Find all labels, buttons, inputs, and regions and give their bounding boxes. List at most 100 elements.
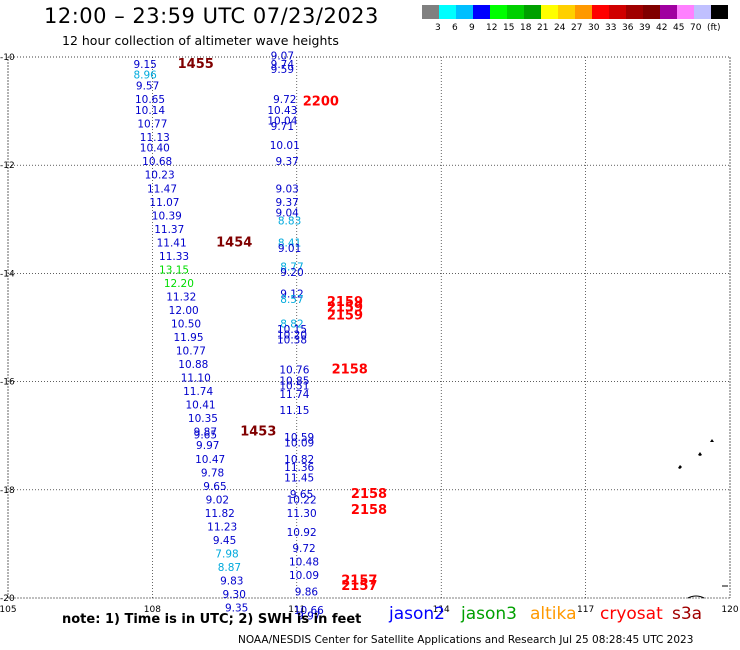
swh-value: 8.41 [278,237,301,249]
swh-value: 10.50 [171,319,201,331]
credit-line: NOAA/NESDIS Center for Satellite Applica… [238,634,694,646]
swh-value: 8.87 [218,562,241,574]
colorbar-swatch [626,5,643,19]
swh-value: 11.30 [287,508,317,520]
swh-value: 13.15 [159,264,189,276]
colorbar-label: 15 [503,23,515,33]
track-time-labels: 1455220014542159215921592158145321582158… [178,57,387,594]
swh-value: 9.35 [225,603,248,615]
swh-value: 9.72 [273,94,296,106]
colorbar-label: 27 [571,23,583,33]
swh-value: 11.23 [207,521,237,533]
swh-value: 10.92 [287,527,317,539]
colorbar-swatch [456,5,473,19]
colorbar-swatch [490,5,507,19]
swh-value: 10.38 [277,335,307,347]
swh-value: 9.65 [203,481,226,493]
colorbar-swatch [711,5,728,19]
swh-value: 10.77 [176,346,206,358]
colorbar-label: 36 [622,23,634,33]
swh-value: 9.71 [271,121,294,133]
swh-value: 9.20 [280,267,303,279]
map-grid [7,56,731,599]
colorbar-label: 39 [639,23,651,33]
colorbar-swatch [609,5,626,19]
swh-value: 10.76 [279,364,309,376]
track-time-label: 2157 [341,579,377,594]
swh-value: 9.07 [271,51,294,63]
swh-value: 9.97 [196,440,219,452]
swh-value: 12.00 [169,305,199,317]
colorbar-label: 6 [452,23,458,33]
swh-value: 10.82 [284,454,314,466]
swh-value: 11.45 [284,473,314,485]
island-outline [678,465,682,469]
swh-value: 11.10 [181,373,211,385]
colorbar-label: 42 [656,23,668,33]
legend-jason2: jason2 [389,604,445,624]
swh-value: 9.78 [201,467,224,479]
x-tick-label: 105 [0,605,17,615]
swh-value: 9.03 [275,183,298,195]
swh-value: 9.87 [194,427,217,439]
colorbar-swatch [541,5,558,19]
swh-value: 9.15 [133,59,156,71]
colorbar-label: 12 [486,23,498,33]
swh-value: 7.98 [215,548,238,560]
swh-value: 9.12 [280,289,303,301]
swh-value: 10.40 [140,143,170,155]
x-tick-label: 108 [144,605,161,615]
track-time-label: 2158 [351,503,387,518]
swh-value: 11.15 [279,405,309,417]
track-time-label: 1455 [178,57,214,72]
swh-value: 10.65 [135,94,165,106]
x-tick-label: 114 [433,605,450,615]
track-time-label: 1454 [216,235,252,250]
colorbar-swatch [524,5,541,19]
swh-value: 9.97 [297,611,320,623]
colorbar-label: 45 [673,23,685,33]
track-time-label: 2158 [332,362,368,377]
legend-altika: altika [530,604,577,624]
swh-value: 11.36 [284,462,314,474]
island-outline [710,439,714,442]
swh-value: 8.57 [280,294,303,306]
swh-value: 10.15 [277,324,307,336]
colorbar-swatch [507,5,524,19]
track-time-label: 2158 [351,487,387,502]
swh-value: 9.65 [290,489,313,501]
swh-value: 10.77 [137,118,167,130]
colorbar-label: 3 [435,23,441,33]
swh-value: 9.37 [275,156,298,168]
swh-value: 9.72 [292,543,315,555]
swh-value: 12.20 [164,278,194,290]
colorbar-label: 24 [554,23,566,33]
colorbar-swatch [592,5,609,19]
swh-value: 11.33 [159,251,189,263]
swh-value: 9.37 [275,197,298,209]
swh-value: 11.37 [154,224,184,236]
swh-value: 9.01 [278,243,301,255]
swh-value: 10.35 [188,413,218,425]
colorbar-swatch [439,5,456,19]
legend-cryosat: cryosat [600,604,663,624]
swh-value: 10.20 [277,329,307,341]
colorbar-swatch [558,5,575,19]
swh-value: 9.59 [271,64,294,76]
track-time-label: 2159 [327,295,363,310]
legend-s3a: s3a [672,604,703,624]
swh-value: 10.14 [135,105,165,117]
swh-value: 10.51 [279,381,309,393]
swh-value: 8.96 [133,70,157,82]
swh-value: 9.45 [213,535,236,547]
colorbar-swatch [473,5,490,19]
track-time-label: 2159 [327,300,363,315]
swh-value: 11.13 [140,132,170,144]
swh-value: 10.39 [152,210,182,222]
track-time-label: 2157 [341,573,377,588]
colorbar-swatch [575,5,592,19]
colorbar-label: 21 [537,23,549,33]
swh-value: 10.59 [284,432,314,444]
footnote: note: 1) Time is in UTC; 2) SWH is in fe… [62,612,362,627]
